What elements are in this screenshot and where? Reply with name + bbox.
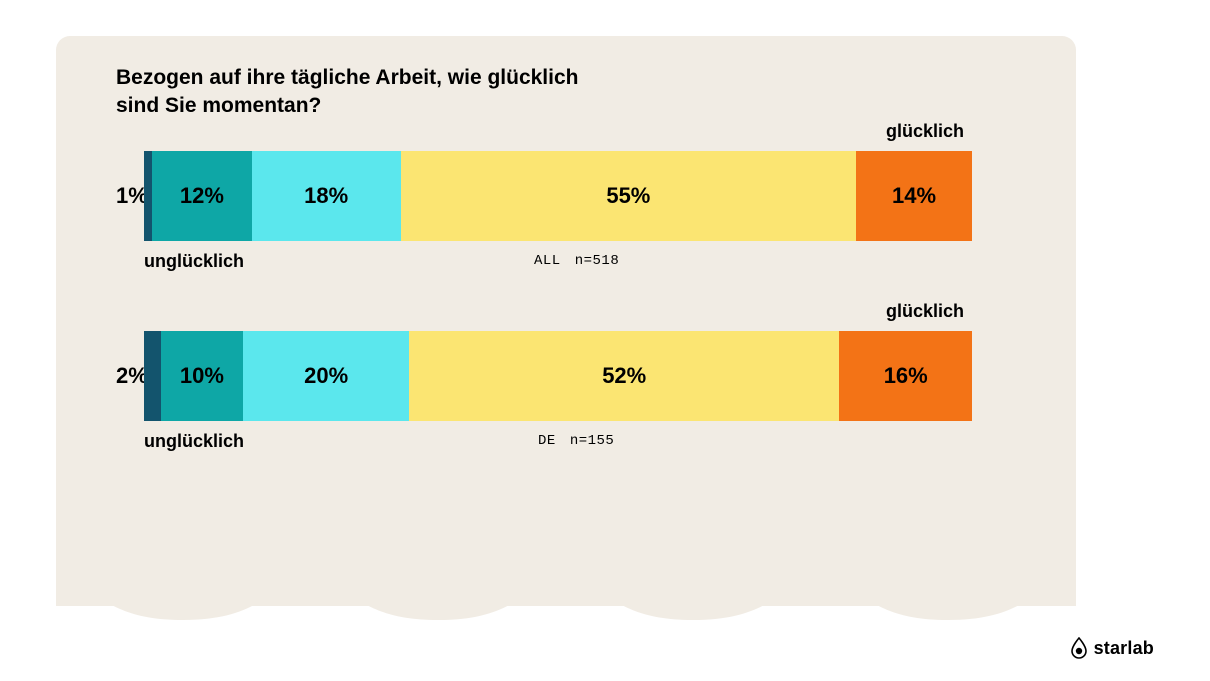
bar-segment: 12% [152, 151, 251, 241]
axis-label-happy: glücklich [886, 301, 964, 322]
brand-logo: starlab [1070, 637, 1154, 659]
axis-label-unhappy: unglücklich [144, 251, 244, 272]
sample-size: n=518 [575, 253, 620, 269]
sample-caption: ALL n=518 [534, 253, 619, 269]
stacked-bar: 10%20%52%16% [144, 331, 972, 421]
bar-segment: 18% [252, 151, 401, 241]
drop-icon [1070, 637, 1088, 659]
bar-segment: 14% [856, 151, 972, 241]
bar-segment: 55% [401, 151, 856, 241]
brand-name: starlab [1094, 638, 1154, 659]
region-code: DE [538, 433, 556, 449]
bar-segment: 16% [839, 331, 971, 421]
bar-segment: 52% [409, 331, 840, 421]
bar-segment [144, 331, 161, 421]
sample-caption: DE n=155 [538, 433, 614, 449]
bar-segment: 20% [243, 331, 409, 421]
bar-segment [144, 151, 152, 241]
stacked-bar: 12%18%55%14% [144, 151, 972, 241]
region-code: ALL [534, 253, 561, 269]
axis-label-unhappy: unglücklich [144, 431, 244, 452]
chart-title: Bezogen auf ihre tägliche Arbeit, wie gl… [116, 64, 578, 121]
sample-size: n=155 [570, 433, 615, 449]
axis-label-happy: glücklich [886, 121, 964, 142]
bar-segment: 10% [161, 331, 244, 421]
